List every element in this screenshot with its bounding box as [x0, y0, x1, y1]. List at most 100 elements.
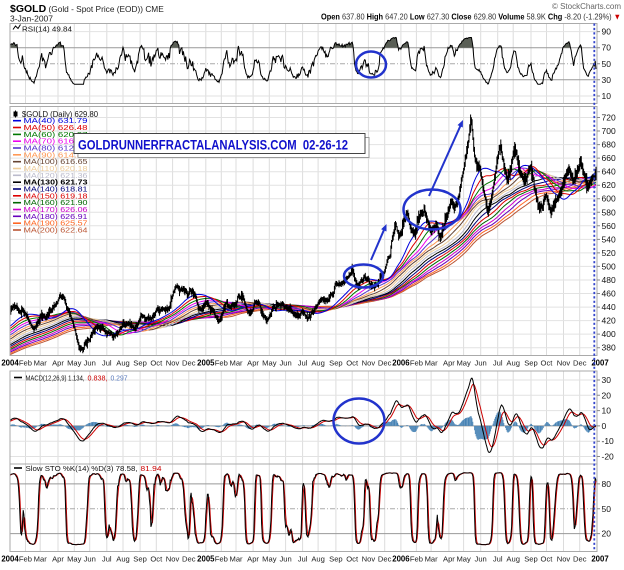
svg-text:420: 420	[602, 316, 616, 326]
svg-text:Jun: Jun	[279, 359, 291, 368]
svg-text:2005: 2005	[197, 555, 215, 564]
svg-text:Sep: Sep	[524, 555, 538, 564]
svg-text:May: May	[456, 359, 471, 368]
svg-text:20: 20	[602, 529, 612, 539]
svg-text:MA(180) 626.91: MA(180) 626.91	[24, 212, 88, 221]
svg-text:$GOLD: $GOLD	[10, 3, 47, 15]
svg-text:Sep: Sep	[133, 555, 147, 564]
svg-text:MA(120) 621.36: MA(120) 621.36	[24, 171, 88, 180]
svg-text:May: May	[456, 555, 471, 564]
svg-text:Sep: Sep	[133, 359, 147, 368]
svg-text:0.838,: 0.838,	[88, 374, 108, 383]
svg-text:MA(140) 618.81: MA(140) 618.81	[24, 185, 88, 194]
svg-text:Nov: Nov	[362, 555, 376, 564]
svg-text:(Gold - Spot Price (EOD)) CME: (Gold - Spot Price (EOD)) CME	[49, 4, 165, 14]
svg-text:500: 500	[602, 261, 616, 271]
svg-text:660: 660	[602, 153, 616, 163]
svg-text:MA(70) 616.16: MA(70) 616.16	[24, 137, 88, 146]
svg-text:Jul: Jul	[493, 359, 503, 368]
svg-text:380: 380	[602, 343, 616, 353]
svg-text:Oct: Oct	[150, 359, 163, 368]
svg-text:20: 20	[602, 390, 612, 400]
svg-text:Jul: Jul	[102, 555, 112, 564]
svg-text:MA(200) 622.64: MA(200) 622.64	[24, 225, 88, 234]
svg-text:Feb: Feb	[410, 359, 423, 368]
svg-text:Jun: Jun	[475, 555, 487, 564]
svg-text:Dec: Dec	[378, 359, 392, 368]
svg-text:-10: -10	[602, 436, 615, 446]
svg-text:MA(110) 620.18: MA(110) 620.18	[24, 164, 88, 173]
svg-text:Sep: Sep	[329, 555, 343, 564]
svg-text:MACD(12,26,9) 1.134,: MACD(12,26,9) 1.134,	[26, 374, 85, 383]
svg-text:May: May	[67, 555, 82, 564]
svg-text:May: May	[262, 359, 277, 368]
svg-text:460: 460	[602, 289, 616, 299]
svg-text:May: May	[67, 359, 82, 368]
svg-text:RSI(14) 49.84: RSI(14) 49.84	[22, 25, 72, 34]
svg-text:700: 700	[602, 126, 616, 136]
svg-text:Dec: Dec	[573, 359, 587, 368]
svg-text:680: 680	[602, 140, 616, 150]
svg-text:Aug: Aug	[311, 555, 325, 564]
svg-text:3-Jan-2007: 3-Jan-2007	[10, 14, 53, 24]
svg-text:560: 560	[602, 221, 616, 231]
svg-text:Aug: Aug	[506, 555, 520, 564]
svg-text:600: 600	[602, 194, 616, 204]
svg-text:MA(170) 626.06: MA(170) 626.06	[24, 205, 88, 214]
svg-text:580: 580	[602, 207, 616, 217]
svg-text:2007: 2007	[591, 555, 608, 564]
svg-text:480: 480	[602, 275, 616, 285]
svg-text:Mar: Mar	[230, 555, 244, 564]
svg-text:Nov: Nov	[557, 359, 571, 368]
svg-text:Jun: Jun	[475, 359, 487, 368]
svg-text:50: 50	[602, 59, 612, 69]
svg-text:Jun: Jun	[84, 359, 96, 368]
svg-text:-20: -20	[602, 452, 615, 462]
svg-text:Jun: Jun	[279, 555, 291, 564]
svg-text:0: 0	[602, 421, 607, 431]
svg-text:MA(80) 612.92: MA(80) 612.92	[24, 144, 88, 153]
svg-text:2006: 2006	[392, 359, 410, 368]
svg-text:Jul: Jul	[102, 359, 112, 368]
svg-text:Jul: Jul	[298, 555, 308, 564]
svg-text:640: 640	[602, 167, 616, 177]
svg-text:Nov: Nov	[166, 359, 180, 368]
svg-text:Oct: Oct	[541, 359, 554, 368]
svg-text:Open 637.80 High 647.20 Low 62: Open 637.80 High 647.20 Low 627.30 Close…	[321, 12, 621, 22]
svg-text:Aug: Aug	[116, 359, 130, 368]
svg-text:Jul: Jul	[298, 359, 308, 368]
svg-text:Nov: Nov	[557, 555, 571, 564]
svg-text:MA(90) 614.80: MA(90) 614.80	[24, 150, 88, 159]
svg-text:MA(130) 621.73: MA(130) 621.73	[24, 178, 88, 187]
svg-text:Feb: Feb	[19, 555, 32, 564]
svg-text:Dec: Dec	[573, 555, 587, 564]
svg-text:10: 10	[602, 406, 612, 416]
svg-text:Slow STO %K(14) %D(3) 78.58,: Slow STO %K(14) %D(3) 78.58,	[26, 464, 138, 473]
svg-text:Apr: Apr	[247, 555, 259, 564]
svg-text:MA(150) 619.18: MA(150) 619.18	[24, 191, 88, 200]
svg-text:720: 720	[602, 113, 616, 123]
svg-text:30: 30	[602, 375, 612, 385]
svg-text:Mar: Mar	[230, 359, 244, 368]
svg-text:Feb: Feb	[215, 555, 228, 564]
svg-text:Aug: Aug	[116, 555, 130, 564]
svg-text:Mar: Mar	[425, 359, 439, 368]
svg-text:$GOLD (Daily) 629.80: $GOLD (Daily) 629.80	[22, 110, 99, 119]
svg-text:Apr: Apr	[443, 359, 455, 368]
svg-text:Nov: Nov	[166, 555, 180, 564]
svg-text:Aug: Aug	[311, 359, 325, 368]
svg-text:70: 70	[602, 43, 612, 53]
svg-text:Apr: Apr	[52, 359, 64, 368]
svg-text:Sep: Sep	[329, 359, 343, 368]
svg-text:MA(100) 616.65: MA(100) 616.65	[24, 157, 88, 166]
svg-text:Oct: Oct	[541, 555, 554, 564]
svg-text:90: 90	[602, 27, 612, 37]
svg-text:MA(190) 625.57: MA(190) 625.57	[24, 219, 88, 228]
svg-text:© StockCharts.com: © StockCharts.com	[552, 2, 621, 11]
svg-text:620: 620	[602, 180, 616, 190]
svg-text:540: 540	[602, 234, 616, 244]
svg-text:Apr: Apr	[443, 555, 455, 564]
svg-text:MA(40) 631.79: MA(40) 631.79	[24, 116, 88, 125]
svg-text:Oct: Oct	[346, 359, 359, 368]
svg-text:Mar: Mar	[425, 555, 439, 564]
